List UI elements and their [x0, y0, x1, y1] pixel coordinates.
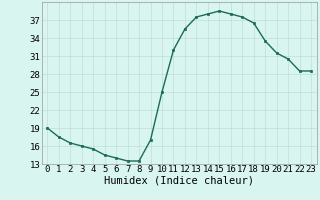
- X-axis label: Humidex (Indice chaleur): Humidex (Indice chaleur): [104, 176, 254, 186]
